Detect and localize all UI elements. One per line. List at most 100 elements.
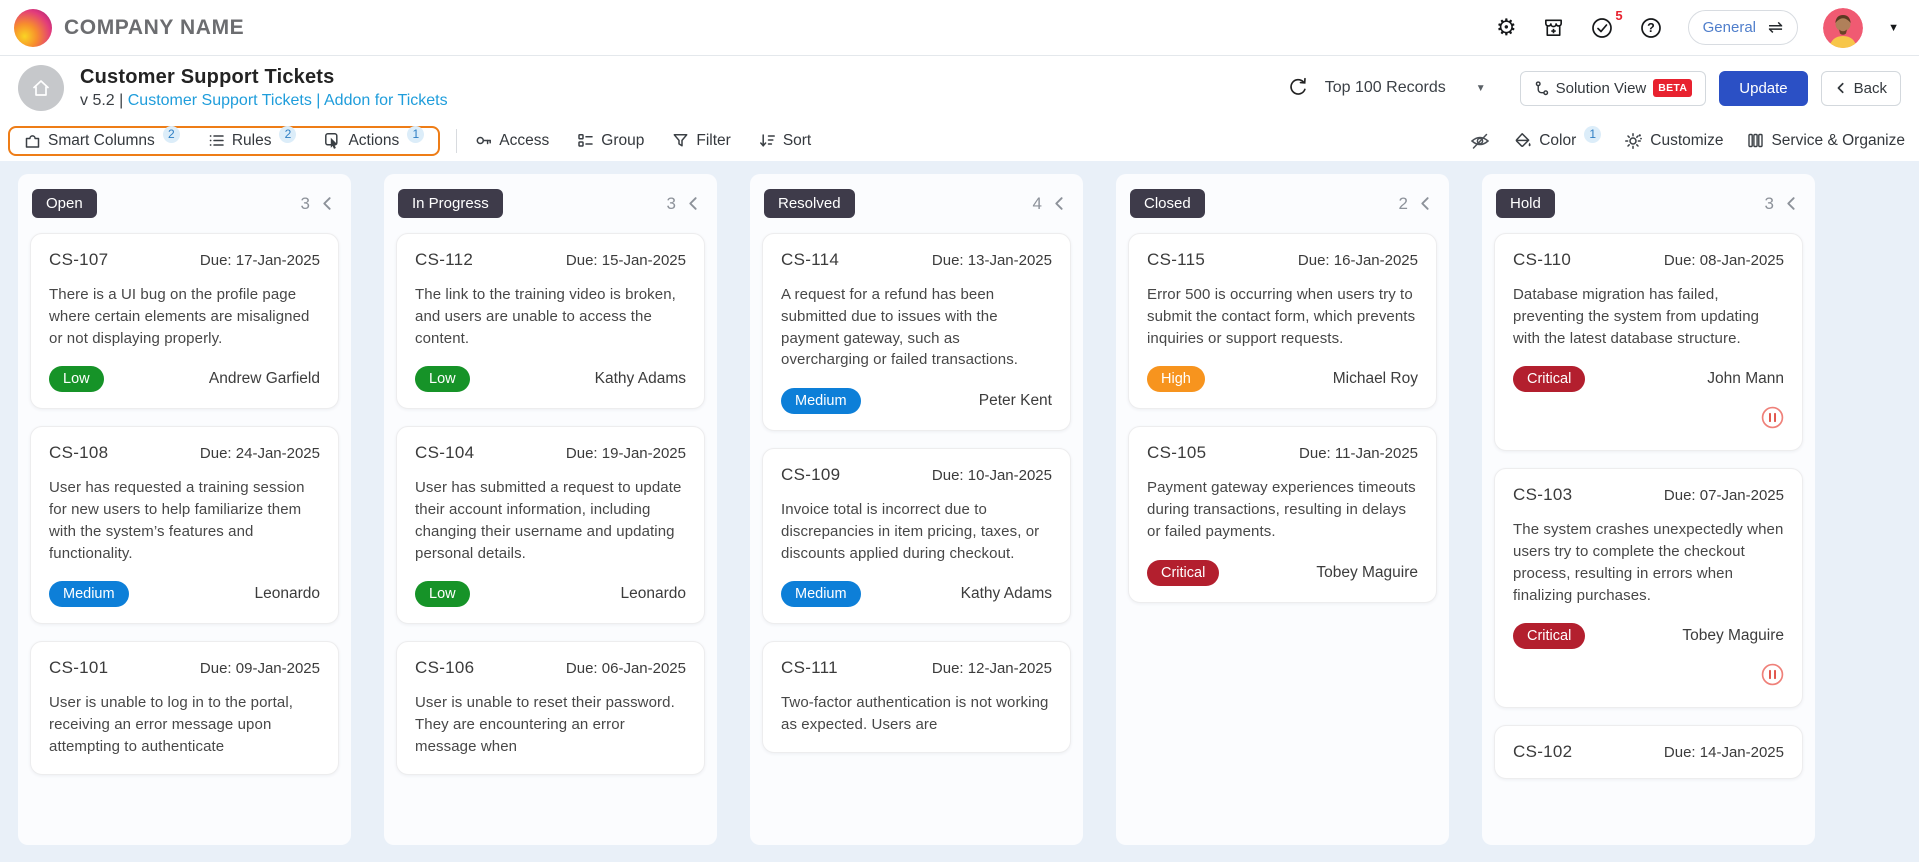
solution-view-button[interactable]: Solution View BETA: [1519, 70, 1707, 106]
column-name-pill: Hold: [1496, 189, 1555, 218]
ticket-card[interactable]: CS-103 Due: 07-Jan-2025 The system crashes…: [1494, 468, 1803, 709]
ticket-id: CS-115: [1147, 250, 1206, 269]
sort-button[interactable]: Sort: [759, 132, 811, 150]
update-button[interactable]: Update: [1719, 70, 1808, 106]
columns-icon: [1748, 133, 1764, 148]
collapse-column-icon[interactable]: [320, 196, 335, 211]
priority-badge: Medium: [781, 581, 861, 608]
hide-button[interactable]: [1470, 131, 1490, 151]
list-icon: [209, 135, 224, 146]
swap-icon: ⇌: [1768, 17, 1784, 37]
ticket-card[interactable]: CS-110 Due: 08-Jan-2025 Database migration…: [1494, 233, 1803, 452]
priority-badge: High: [1147, 366, 1205, 393]
access-button[interactable]: Access: [475, 132, 549, 150]
due-date: Due: 19-Jan-2025: [565, 445, 686, 463]
ticket-card-footer: Critical Tobey Maguire: [1147, 559, 1418, 586]
profile-caret-icon[interactable]: ▼: [1888, 21, 1899, 34]
ticket-card[interactable]: CS-107 Due: 17-Jan-2025 There is a UI bug …: [30, 233, 339, 410]
ticket-card[interactable]: CS-108 Due: 24-Jan-2025 User has requested…: [30, 426, 339, 625]
ticket-description: Payment gateway experiences timeouts dur…: [1147, 479, 1416, 540]
home-button[interactable]: [18, 65, 64, 111]
refresh-icon[interactable]: [1287, 77, 1309, 99]
breadcrumb-link-solution[interactable]: Customer Support Tickets: [127, 92, 312, 109]
help-icon[interactable]: ?: [1639, 16, 1663, 40]
ticket-description: User is unable to reset their password. …: [415, 694, 675, 755]
eye-off-icon: [1471, 133, 1490, 149]
pause-icon: [1761, 406, 1784, 434]
company-name: COMPANY NAME: [64, 15, 245, 39]
collapse-column-icon[interactable]: [686, 196, 701, 211]
ticket-card[interactable]: CS-104 Due: 19-Jan-2025 User has submitted…: [396, 426, 705, 625]
ticket-card[interactable]: CS-115 Due: 16-Jan-2025 Error 500 is occur…: [1128, 233, 1437, 410]
back-button[interactable]: Back: [1820, 70, 1901, 106]
workspace-switcher[interactable]: General ⇌: [1687, 10, 1799, 45]
marketplace-icon[interactable]: [1542, 16, 1565, 39]
collapse-column-icon[interactable]: [1418, 196, 1433, 211]
assignee-name: Kathy Adams: [594, 370, 686, 388]
ticket-card[interactable]: CS-106 Due: 06-Jan-2025 User is unable to …: [396, 641, 705, 775]
column-count: 2: [1398, 193, 1408, 213]
ticket-id: CS-112: [415, 250, 474, 269]
collapse-column-icon[interactable]: [1052, 196, 1067, 211]
view-toolbar: Smart Columns 2 Rules 2 Actions 1: [0, 120, 1919, 161]
breadcrumb-link-addon[interactable]: Addon for Tickets: [324, 92, 448, 109]
card-list: CS-110 Due: 08-Jan-2025 Database migration…: [1482, 230, 1815, 791]
due-date: Due: 06-Jan-2025: [565, 660, 686, 678]
tasks-icon[interactable]: 5: [1590, 9, 1623, 40]
ticket-card[interactable]: CS-101 Due: 09-Jan-2025 User is unable to …: [30, 641, 339, 775]
ticket-id: CS-105: [1147, 443, 1207, 463]
column-count: 4: [1032, 193, 1042, 213]
avatar[interactable]: [1823, 7, 1864, 48]
due-date: Due: 12-Jan-2025: [931, 660, 1052, 678]
ticket-description: The link to the training video is broken…: [415, 286, 676, 347]
kanban-column: In Progress 3 CS-112 Due: 15-Jan-2025 The li…: [384, 174, 717, 845]
column-name-pill: Resolved: [764, 189, 855, 218]
ticket-card[interactable]: CS-114 Due: 13-Jan-2025 A request for a re…: [762, 233, 1071, 431]
actions-label: Actions: [348, 131, 400, 149]
records-dropdown[interactable]: Top 100 Records: [1324, 79, 1446, 96]
group-button[interactable]: Group: [577, 132, 644, 150]
column-header: Hold 3: [1482, 174, 1815, 230]
breadcrumb-separator: |: [316, 92, 321, 109]
ticket-id: CS-107: [49, 250, 109, 269]
actions-button[interactable]: Actions 1: [324, 126, 425, 150]
assignee-name: Kathy Adams: [960, 585, 1052, 603]
ticket-card[interactable]: CS-112 Due: 15-Jan-2025 The link to the tr…: [396, 233, 705, 410]
priority-badge: Critical: [1147, 559, 1220, 586]
ticket-card-footer: Medium Leonardo: [49, 581, 320, 608]
collapse-column-icon[interactable]: [1784, 196, 1799, 211]
svg-text:?: ?: [1647, 21, 1655, 35]
ticket-card[interactable]: CS-111 Due: 12-Jan-2025 Two-factor authent…: [762, 641, 1071, 753]
user-settings-icon[interactable]: ⚙: [1496, 14, 1517, 40]
customize-button[interactable]: Customize: [1625, 132, 1723, 150]
rules-label: Rules: [231, 131, 272, 149]
access-label: Access: [499, 131, 550, 149]
ticket-card[interactable]: CS-105 Due: 11-Jan-2025 Payment gateway ex…: [1128, 426, 1437, 603]
smart-columns-button[interactable]: Smart Columns 2: [24, 126, 180, 150]
ticket-card-header: CS-110 Due: 08-Jan-2025: [1513, 250, 1784, 270]
sort-label: Sort: [782, 131, 812, 149]
color-label: Color: [1539, 131, 1577, 149]
service-organize-label: Service & Organize: [1771, 131, 1905, 149]
puzzle-icon: [25, 135, 40, 148]
service-organize-button[interactable]: Service & Organize: [1747, 132, 1905, 150]
rules-button[interactable]: Rules 2: [208, 126, 297, 150]
column-header: Open 3: [18, 174, 351, 230]
ticket-card-header: CS-109 Due: 10-Jan-2025: [781, 465, 1052, 485]
assignee-name: Tobey Maguire: [1682, 627, 1784, 645]
column-count: 3: [300, 193, 310, 213]
solution-view-label: Solution View: [1555, 79, 1647, 97]
color-count-badge: 1: [1584, 126, 1602, 143]
ticket-card[interactable]: CS-102 Due: 14-Jan-2025: [1494, 725, 1803, 780]
sort-icon: [759, 134, 775, 147]
ticket-card[interactable]: CS-109 Due: 10-Jan-2025 Invoice total is i…: [762, 448, 1071, 625]
page-header: Customer Support Tickets v 5.2 | Custome…: [0, 56, 1919, 120]
column-count: 3: [666, 193, 676, 213]
color-button[interactable]: Color 1: [1514, 126, 1602, 150]
records-caret-icon[interactable]: ▼: [1475, 82, 1486, 94]
kanban-column: Hold 3 CS-110 Due: 08-Jan-2025 Database migr…: [1482, 174, 1815, 845]
company-logo: [14, 8, 52, 47]
due-date: Due: 10-Jan-2025: [931, 467, 1052, 484]
filter-button[interactable]: Filter: [672, 132, 731, 150]
kanban-column: Open 3 CS-107 Due: 17-Jan-2025 There is a UI…: [18, 174, 351, 845]
